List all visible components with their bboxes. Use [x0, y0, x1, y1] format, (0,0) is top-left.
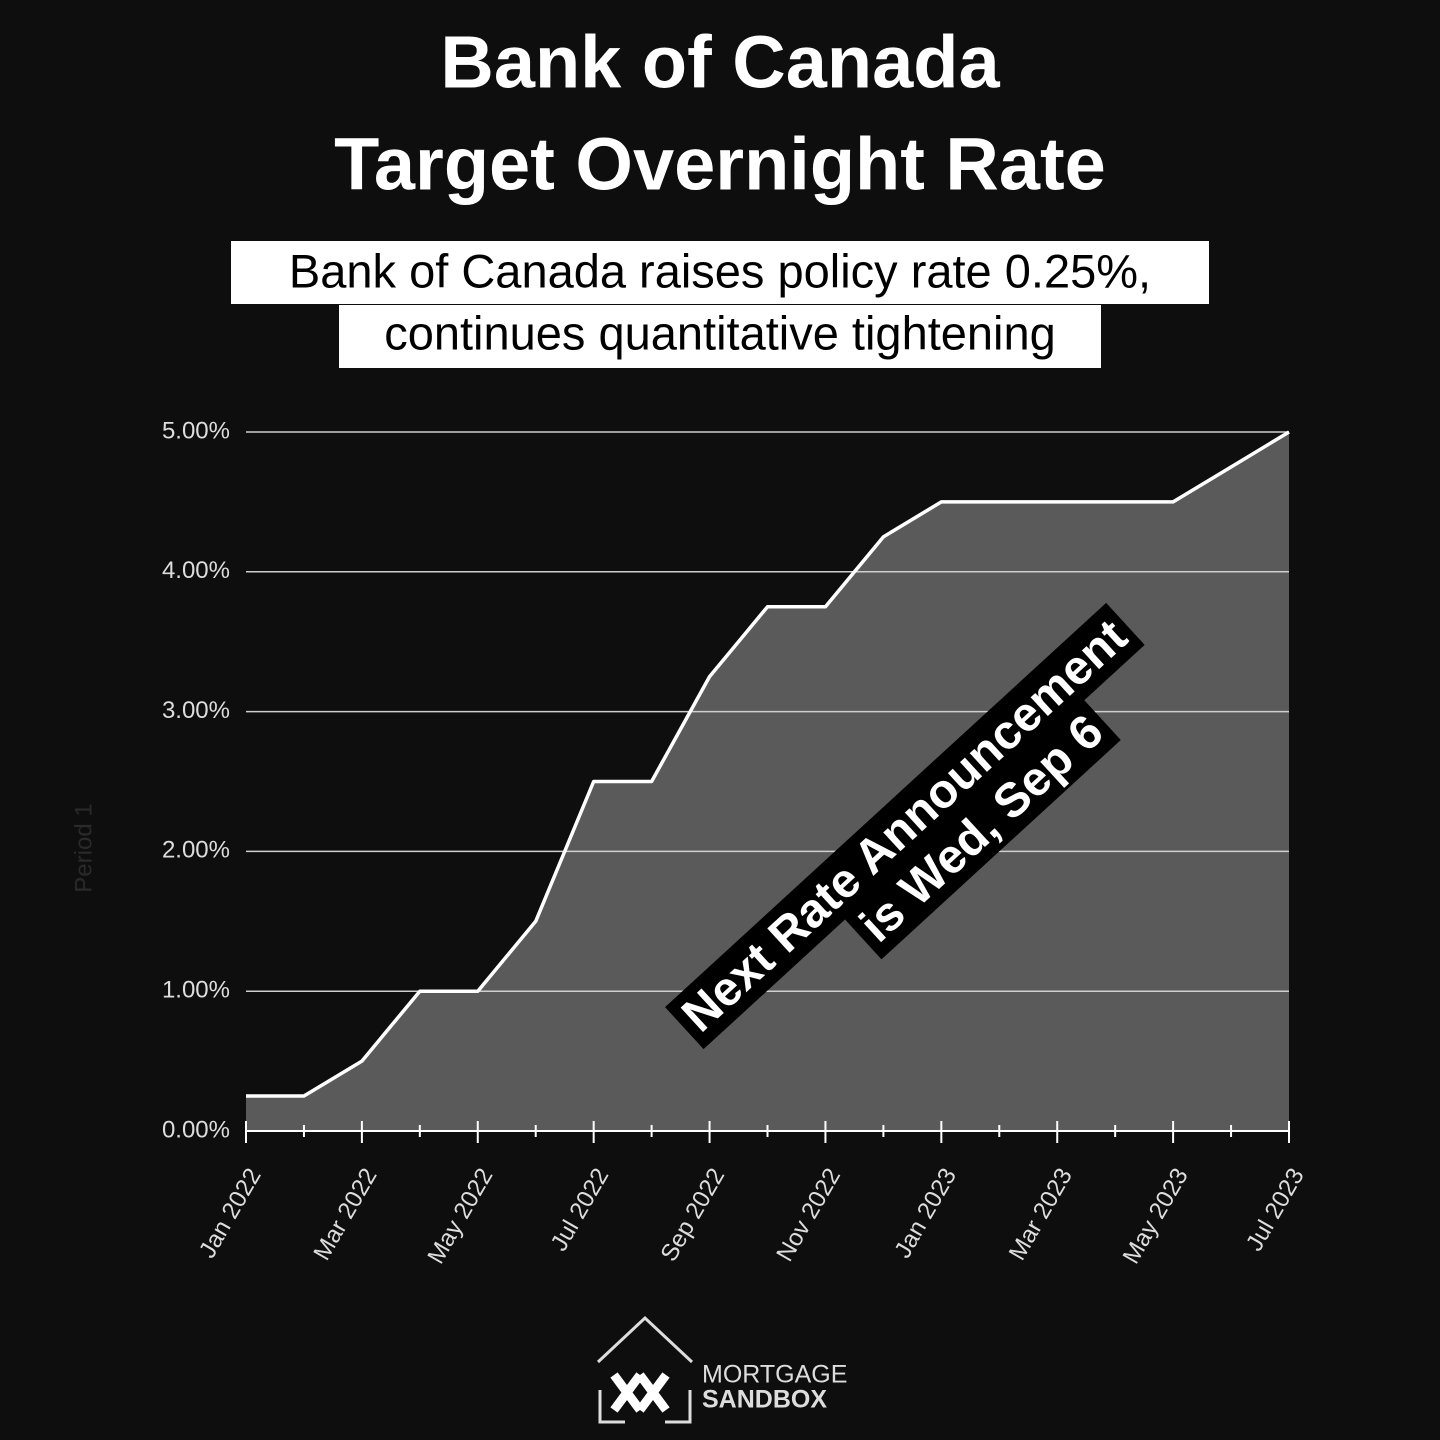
- y-tick-label: 4.00%: [162, 557, 230, 584]
- subtitle: continues quantitative tightening: [384, 306, 1056, 359]
- plot: 0.00%1.00%2.00%3.00%4.00%5.00%Jan 2022 Ma…: [162, 417, 1310, 1268]
- subtitle: Bank of Canada raises policy rate 0.25%,: [289, 244, 1151, 297]
- subtitle-background: [231, 241, 1209, 304]
- line: [246, 430, 1290, 1098]
- annotation-background: [665, 602, 1145, 1050]
- chart-title: Target Overnight Rate: [334, 123, 1106, 206]
- y-tick-label: 5.00%: [162, 417, 230, 444]
- subtitle-background: [339, 305, 1101, 368]
- y-tick-label: 1.00%: [162, 977, 230, 1004]
- y-tick-label: 3.00%: [162, 697, 230, 724]
- y-tick-label: 0.00%: [162, 1116, 230, 1143]
- annotation-background: [842, 698, 1121, 960]
- logo-text: SANDBOX: [702, 1386, 827, 1414]
- y-axis-label: Period 1: [70, 803, 97, 892]
- logo-text: MORTGAGE: [702, 1361, 847, 1389]
- logo-mark: [610, 1372, 670, 1413]
- logo-frame: [598, 1390, 692, 1424]
- logo-roof: [596, 1315, 694, 1364]
- logo: [596, 1315, 694, 1424]
- y-tick-label: 2.00%: [162, 837, 230, 864]
- chart-title: Bank of Canada: [440, 21, 1000, 104]
